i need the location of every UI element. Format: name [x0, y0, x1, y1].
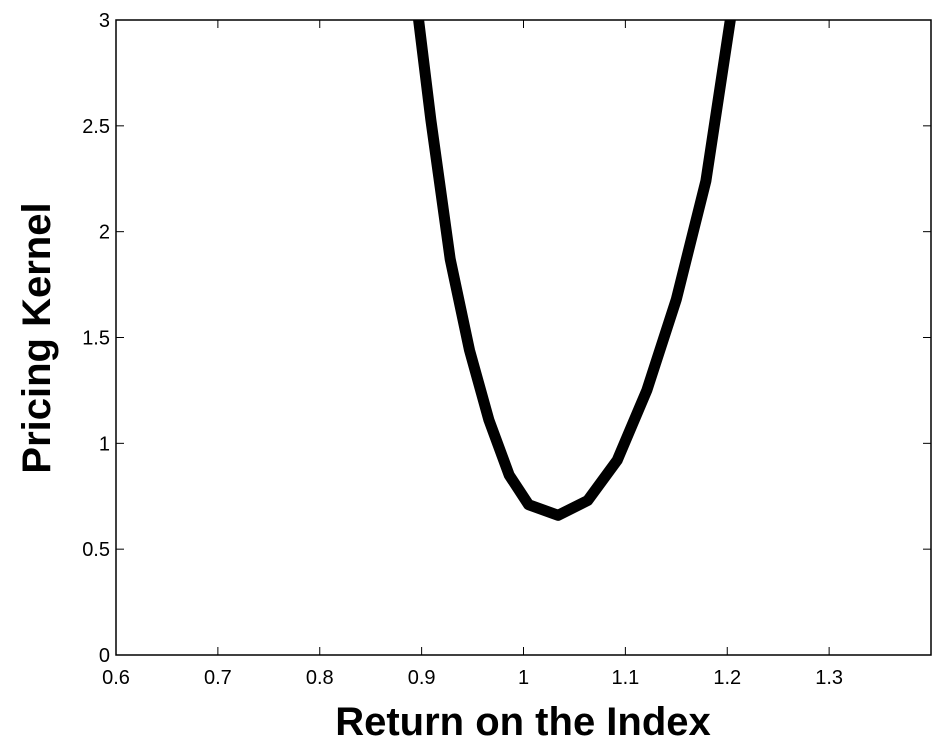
- y-tick-label: 3: [99, 10, 110, 32]
- y-tick-label: 0: [99, 645, 110, 667]
- x-tick-label: 1.3: [815, 667, 843, 689]
- y-tick-label: 1.5: [82, 328, 110, 350]
- x-tick-label: 1: [518, 667, 529, 689]
- x-tick-label: 1.1: [611, 667, 639, 689]
- y-tick-label: 2.5: [82, 116, 110, 138]
- x-tick-label: 0.6: [102, 667, 130, 689]
- y-axis-label: Pricing Kernel: [15, 202, 59, 473]
- y-tick-label: 2: [99, 222, 110, 244]
- x-tick-label: 0.7: [204, 667, 232, 689]
- x-tick-label: 0.9: [408, 667, 436, 689]
- x-tick-label: 0.8: [306, 667, 334, 689]
- y-tick-label: 0.5: [82, 539, 110, 561]
- curve: [413, 20, 736, 521]
- x-tick-label: 1.2: [713, 667, 741, 689]
- y-tick-label: 1: [99, 433, 110, 455]
- plot-frame: [115, 19, 932, 656]
- x-axis-label: Return on the Index: [335, 700, 711, 744]
